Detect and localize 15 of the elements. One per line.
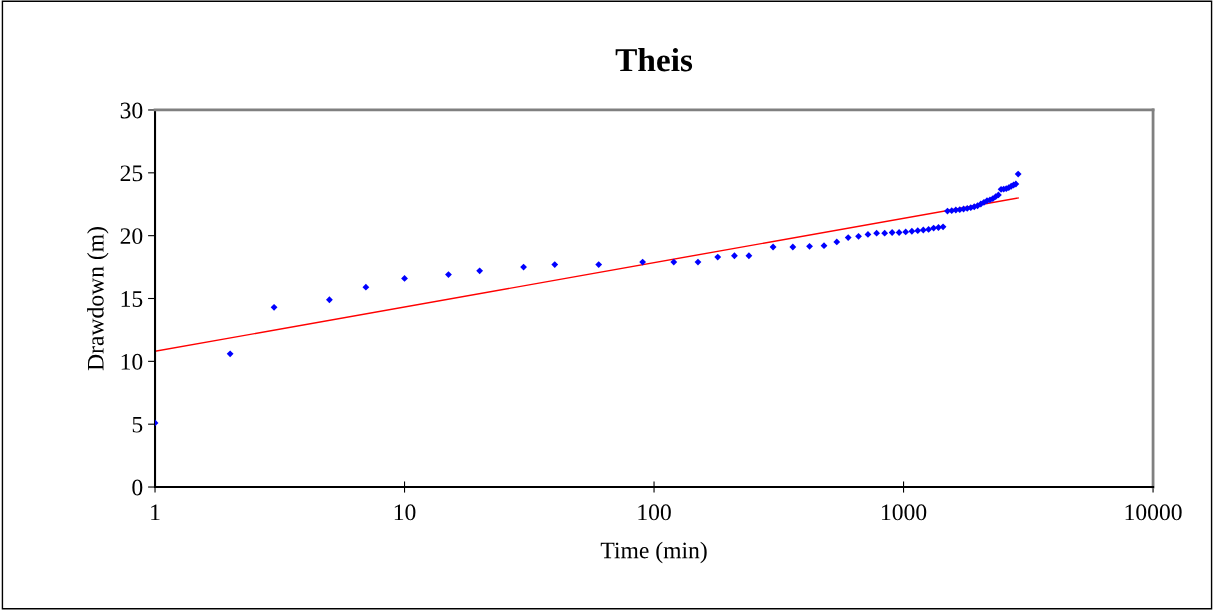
y-tick-label: 25 bbox=[120, 165, 143, 182]
y-tick-label: 15 bbox=[121, 291, 143, 307]
y-tick-label: 10 bbox=[121, 353, 143, 370]
chart-title: Theis bbox=[615, 47, 693, 72]
y-tick-label: 30 bbox=[120, 102, 143, 119]
x-tick-label: 1 bbox=[151, 504, 160, 521]
x-tick-label: 10 bbox=[394, 504, 416, 521]
y-tick-label: 0 bbox=[132, 479, 143, 496]
y-tick-label: 5 bbox=[132, 416, 143, 433]
x-tick-label: 100 bbox=[638, 504, 671, 521]
y-tick-label: 20 bbox=[120, 228, 143, 245]
x-tick-label: 1000 bbox=[882, 504, 927, 521]
y-axis-title: Drawdown (m) bbox=[87, 227, 109, 371]
x-tick-label: 10000 bbox=[1125, 504, 1182, 521]
x-axis-title: Time (min) bbox=[600, 541, 707, 564]
